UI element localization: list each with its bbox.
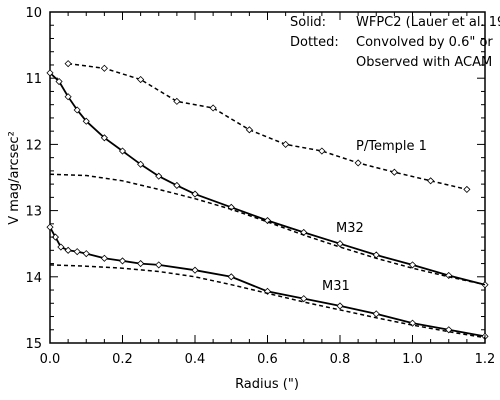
data-point-p-temple-1 — [209, 104, 217, 112]
series-line-m32-dotted — [49, 173, 486, 286]
annotation-p-temple-1: P/Temple 1 — [356, 139, 427, 154]
data-point-m32 — [191, 190, 199, 198]
data-point-m31 — [82, 250, 90, 258]
data-point-p-temple-1 — [64, 60, 72, 68]
data-point-m32 — [73, 106, 81, 114]
data-point-m32 — [46, 69, 54, 77]
data-point-p-temple-1 — [100, 64, 108, 72]
data-point-p-temple-1 — [427, 177, 435, 185]
legend-text-solid: WFPC2 (Lauer et al. 1998) — [356, 15, 500, 30]
data-point-m31 — [57, 243, 65, 251]
y-tick-label: 10 — [25, 6, 42, 21]
data-point-p-temple-1 — [245, 126, 253, 134]
legend-text-dotted-cont: Observed with ACAM — [356, 55, 492, 70]
x-tick-label: 0.8 — [330, 352, 351, 367]
data-point-m31 — [155, 261, 163, 269]
data-point-p-temple-1 — [282, 140, 290, 148]
series-line-m31-dotted — [49, 264, 486, 339]
x-tick-label: 0.0 — [40, 352, 61, 367]
x-tick-label: 1.0 — [402, 352, 423, 367]
annotation-m32: M32 — [336, 221, 364, 236]
data-point-m32 — [336, 240, 344, 248]
data-point-m32 — [100, 134, 108, 142]
data-point-p-temple-1 — [318, 147, 326, 155]
data-point-m32 — [155, 172, 163, 180]
data-point-m32 — [82, 117, 90, 125]
axis-layer: 0.0 0.2 0.4 0.6 0.8 1.0 1.2 10 11 12 13 14 15 — [25, 6, 495, 367]
data-point-m32 — [408, 261, 417, 269]
data-point-m31 — [64, 246, 72, 254]
data-point-m31 — [137, 259, 145, 268]
series-line-p-temple-1-dotted — [68, 62, 468, 191]
data-point-m32 — [64, 93, 72, 101]
annotation-m31: M31 — [322, 279, 350, 294]
data-point-m31 — [118, 257, 127, 265]
data-point-m31 — [191, 266, 199, 274]
data-point-p-temple-1 — [137, 75, 145, 84]
data-point-m32 — [118, 147, 127, 155]
legend-label-dotted: Dotted: — [290, 35, 339, 50]
y-tick-label: 11 — [25, 72, 42, 87]
data-point-m31 — [100, 254, 108, 262]
y-tick-label: 12 — [25, 138, 42, 153]
legend-label-solid: Solid: — [290, 15, 326, 30]
x-tick-label: 1.2 — [475, 352, 496, 367]
y-axis-title: V mag/arcsec² — [7, 131, 22, 225]
x-tick-label: 0.6 — [257, 352, 278, 367]
data-point-m31 — [73, 248, 81, 256]
data-point-p-temple-1 — [173, 97, 181, 105]
data-point-p-temple-1 — [354, 159, 362, 167]
y-tick-label: 14 — [25, 271, 42, 286]
y-tick-label: 13 — [25, 205, 42, 220]
data-point-m32 — [173, 181, 181, 190]
data-point-p-temple-1 — [463, 185, 471, 193]
y-tick-label: 15 — [25, 337, 42, 352]
legend-block: Solid: WFPC2 (Lauer et al. 1998) Dotted:… — [290, 15, 500, 70]
data-point-m31 — [227, 273, 235, 281]
data-point-m32 — [137, 160, 145, 168]
series-line-m31-solid — [49, 226, 486, 338]
data-point-m31 — [336, 302, 344, 310]
data-point-m32 — [55, 77, 63, 86]
data-point-m31 — [51, 233, 60, 241]
data-point-m31 — [300, 295, 308, 303]
data-point-p-temple-1 — [390, 168, 398, 176]
data-point-m31 — [46, 223, 54, 231]
x-tick-label: 0.2 — [112, 352, 133, 367]
legend-text-dotted: Convolved by 0.6" or — [356, 35, 493, 50]
data-point-m31 — [372, 310, 380, 318]
x-tick-label: 0.4 — [185, 352, 206, 367]
x-axis-title: Radius (") — [235, 377, 299, 392]
series-layer — [46, 60, 489, 340]
